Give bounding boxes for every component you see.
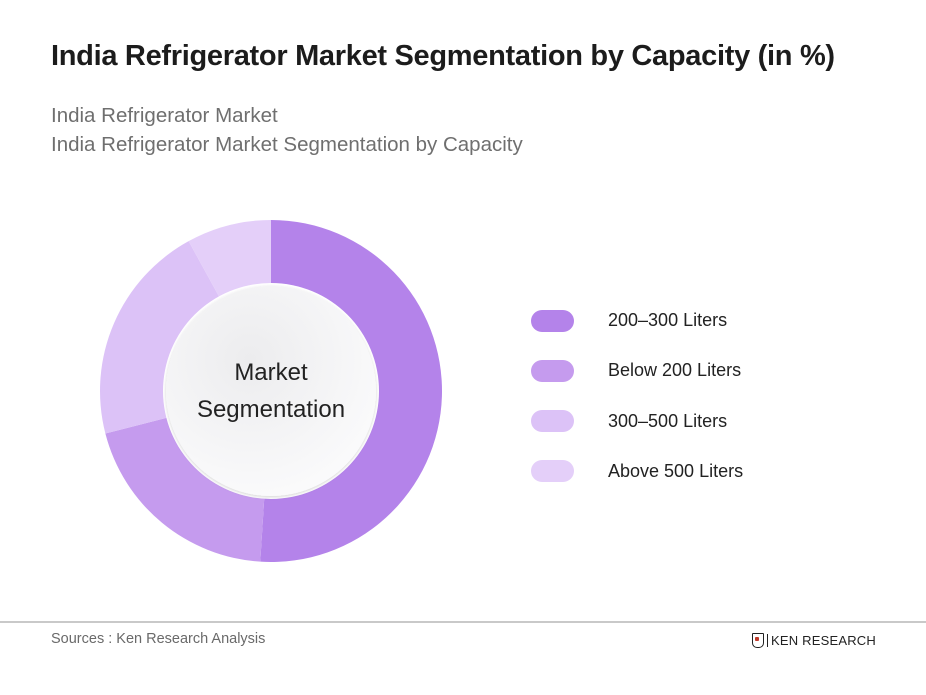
center-label: Market Segmentation bbox=[90, 210, 452, 572]
legend-swatch bbox=[531, 359, 574, 382]
subtitle-line-2: India Refrigerator Market Segmentation b… bbox=[51, 133, 523, 156]
donut-slice-below-200-liters bbox=[105, 417, 265, 562]
footer-divider bbox=[0, 621, 926, 623]
legend: 200–300 Liters Below 200 Liters 300–500 … bbox=[531, 308, 743, 509]
center-disc bbox=[166, 286, 376, 496]
donut-svg bbox=[99, 220, 443, 562]
legend-item-200-300: 200–300 Liters bbox=[531, 308, 743, 333]
legend-label: Below 200 Liters bbox=[608, 360, 742, 381]
legend-label: 300–500 Liters bbox=[608, 410, 728, 431]
legend-swatch bbox=[531, 309, 574, 332]
legend-swatch bbox=[531, 460, 574, 483]
legend-item-above-500: Above 500 Liters bbox=[531, 459, 743, 484]
chart-subtitle: India Refrigerator Market India Refriger… bbox=[51, 101, 523, 159]
donut-slice-300-500-liters bbox=[99, 241, 220, 434]
logo-text: KEN RESEARCH bbox=[771, 633, 876, 648]
shield-logo-icon bbox=[752, 633, 764, 648]
center-label-line-2: Segmentation bbox=[196, 396, 346, 423]
donut-slices bbox=[99, 220, 443, 562]
center-label-line-1: Market bbox=[234, 359, 308, 386]
subtitle-line-1: India Refrigerator Market bbox=[51, 104, 278, 127]
donut-slice-above-500-liters bbox=[188, 220, 271, 299]
logo-separator bbox=[767, 634, 768, 647]
legend-item-below-200: Below 200 Liters bbox=[531, 358, 743, 383]
legend-label: 200–300 Liters bbox=[608, 310, 728, 330]
legend-item-300-500: 300–500 Liters bbox=[531, 409, 743, 434]
legend-swatch bbox=[531, 410, 574, 433]
ken-research-logo: KEN RESEARCH bbox=[752, 633, 876, 648]
donut-slice-200-300-liters bbox=[260, 220, 443, 562]
chart-title: India Refrigerator Market Segmentation b… bbox=[51, 40, 835, 72]
donut-chart: Market Segmentation bbox=[90, 210, 452, 572]
sources-note: Sources : Ken Research Analysis bbox=[51, 631, 266, 647]
legend-label: Above 500 Liters bbox=[608, 460, 744, 481]
